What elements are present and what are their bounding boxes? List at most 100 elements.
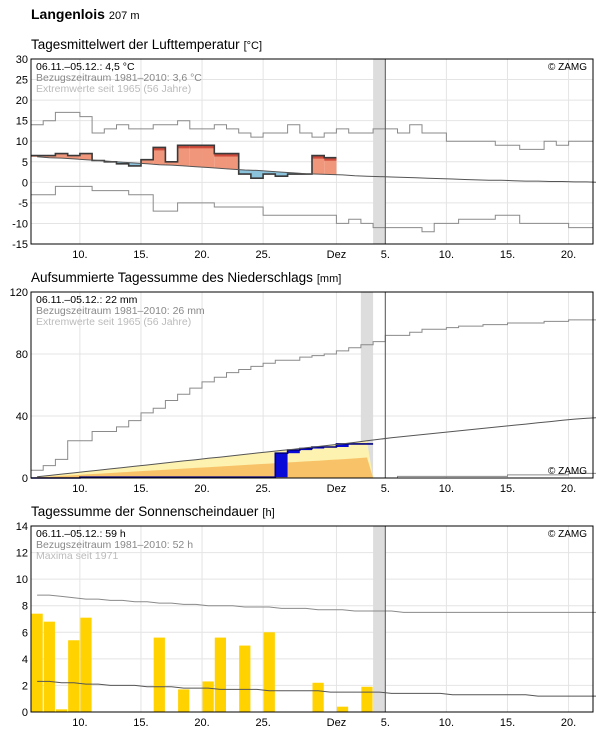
x-tick-label: 25. xyxy=(255,717,270,729)
sunshine-bar xyxy=(361,686,373,712)
precipitation-increment-bar xyxy=(275,453,288,478)
temperature-anomaly-bar xyxy=(312,155,325,175)
temperature-anomaly-cap xyxy=(214,153,227,157)
x-tick-label: 20. xyxy=(194,483,209,495)
x-tick-label: 15. xyxy=(133,717,148,729)
temperature-unit: [°C] xyxy=(243,40,263,52)
precipitation-increment-bar xyxy=(336,443,349,447)
sunshine-chart: 0 2 4 6 8 10 12 14 10. 15. 20. 25. Dez 5. 10. 15. 20. 06.… xyxy=(16,521,596,729)
temperature-anomaly-bar xyxy=(55,153,68,159)
station-header: Langenlois 207 m xyxy=(31,6,139,22)
info-line: Bezugszeitraum 1981–2010: 52 h xyxy=(36,539,193,551)
temperature-anomaly-bar xyxy=(214,153,227,169)
shaded-period xyxy=(373,59,386,244)
station-name: Langenlois xyxy=(31,6,105,22)
zamg-brand: © ZAMG xyxy=(548,529,587,540)
plot-frame xyxy=(30,58,594,245)
y-tick-label: 6 xyxy=(22,627,28,639)
x-tick-label: 15. xyxy=(500,483,515,495)
temperature-anomaly-cap xyxy=(177,145,190,149)
temperature-anomaly-cap xyxy=(312,155,325,159)
temperature-anomaly-bar xyxy=(324,157,337,175)
temperature-anomaly-bar xyxy=(189,145,203,167)
temperature-panel-title: Tagesmittelwert der Lufttemperatur [°C] xyxy=(31,37,262,52)
info-line: 06.11.–05.12.: 59 h xyxy=(36,528,126,540)
sunshine-bar xyxy=(336,706,349,712)
x-tick-label: 10. xyxy=(72,717,87,729)
info-line: 06.11.–05.12.: 4,5 °C xyxy=(36,61,135,73)
shaded-period xyxy=(373,526,386,712)
precipitation-chart: 0 40 80 120 10. 15. 20. 25. Dez 5. 10. 15. 20. 06.11.… xyxy=(10,287,596,495)
sunshine-bar xyxy=(214,637,226,712)
temperature-anomaly-bar xyxy=(177,145,190,166)
x-tick-label: 20. xyxy=(194,717,209,729)
temperature-anomaly-bar xyxy=(226,153,239,170)
y-tick-label: 14 xyxy=(16,521,28,533)
x-tick-label: 25. xyxy=(255,249,270,261)
y-tick-label: 120 xyxy=(10,287,28,299)
temperature-anomaly-cap xyxy=(153,147,166,151)
x-tick-label: 10. xyxy=(439,717,454,729)
y-tick-label: 40 xyxy=(16,411,28,423)
y-tick-label: 15 xyxy=(16,116,28,128)
info-line: Bezugszeitraum 1981–2010: 3,6 °C xyxy=(36,72,202,84)
x-tick-label: 25. xyxy=(255,483,270,495)
precipitation-unit: [mm] xyxy=(316,273,342,285)
x-tick-label: 15. xyxy=(500,249,515,261)
info-line: Extremwerte seit 1965 (56 Jahre) xyxy=(36,83,191,95)
y-tick-label: 20 xyxy=(16,95,28,107)
sunshine-normal-line xyxy=(37,680,596,697)
temperature-normal-line xyxy=(37,156,596,183)
y-tick-label: 25 xyxy=(16,75,28,87)
x-tick-label: 20. xyxy=(561,717,576,729)
temperature-anomaly-bar xyxy=(153,147,166,165)
temperature-anomaly-cap xyxy=(324,157,337,161)
sunshine-bar xyxy=(31,613,43,712)
x-tick-label: 5. xyxy=(381,249,390,261)
x-tick-label: 10. xyxy=(439,483,454,495)
sunshine-max-line xyxy=(37,594,596,613)
sunshine-bar xyxy=(43,621,55,712)
precipitation-max-line xyxy=(31,319,596,471)
y-tick-label: 30 xyxy=(16,54,28,66)
y-tick-label: -15 xyxy=(12,239,28,251)
sunshine-bar xyxy=(55,709,68,712)
temperature-anomaly-bar xyxy=(43,155,56,158)
temperature-anomaly-bar xyxy=(140,159,154,164)
temperature-anomaly-bar xyxy=(165,161,178,166)
zamg-brand: © ZAMG xyxy=(548,62,587,73)
x-tick-label: 10. xyxy=(72,249,87,261)
y-tick-label: 0 xyxy=(22,177,28,189)
sunshine-bar xyxy=(178,689,190,712)
temperature-anomaly-cap xyxy=(202,145,215,149)
x-tick-label: Dez xyxy=(327,717,347,729)
precipitation-title: Aufsummierte Tagessumme des Niederschlag… xyxy=(31,270,313,285)
y-tick-label: 80 xyxy=(16,349,28,361)
temperature-title: Tagesmittelwert der Lufttemperatur xyxy=(31,37,240,52)
x-tick-label: 20. xyxy=(194,249,209,261)
sunshine-bar xyxy=(239,645,251,712)
temperature-anomaly-bar xyxy=(238,170,251,175)
precipitation-increment-bar xyxy=(287,450,300,454)
x-tick-label: 15. xyxy=(133,249,148,261)
temperature-anomaly-bar xyxy=(67,155,80,159)
info-line: Maxima seit 1971 xyxy=(36,550,118,562)
sunshine-panel-title: Tagessumme der Sonnenscheindauer [h] xyxy=(31,504,275,519)
temperature-anomaly-bar xyxy=(202,145,215,168)
x-tick-label: 5. xyxy=(381,717,390,729)
plot-frame xyxy=(30,525,594,713)
sunshine-bar xyxy=(263,632,275,712)
sunshine-title: Tagessumme der Sonnenscheindauer xyxy=(31,504,259,519)
sunshine-unit: [h] xyxy=(262,507,275,519)
y-tick-label: 10 xyxy=(16,574,28,586)
x-tick-label: 20. xyxy=(561,249,576,261)
temperature-anomaly-bar xyxy=(250,170,264,179)
info-line: Bezugszeitraum 1981–2010: 26 mm xyxy=(36,305,205,317)
x-tick-label: 20. xyxy=(561,483,576,495)
precipitation-deficit-area xyxy=(31,457,374,478)
temperature-anomaly-bar xyxy=(275,172,288,177)
sunshine-bar xyxy=(202,681,214,712)
plot-frame xyxy=(30,291,594,479)
